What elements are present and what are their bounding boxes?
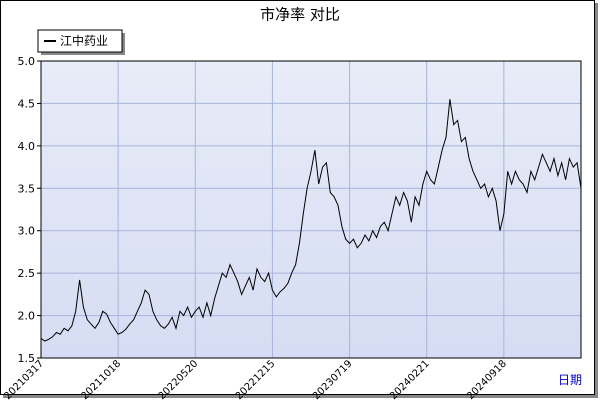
y-tick-label: 3.0 — [18, 225, 36, 238]
y-tick-label: 2.0 — [18, 310, 36, 323]
legend: 江中药业 — [37, 29, 125, 55]
y-tick-label: 1.5 — [18, 352, 36, 365]
legend-box — [37, 29, 123, 53]
y-tick-label: 5.0 — [18, 55, 36, 68]
y-tick-label: 3.5 — [18, 182, 36, 195]
series-line — [40, 99, 582, 342]
y-tick-label: 4.5 — [18, 97, 36, 110]
chart-title: 市净率 对比 — [260, 6, 340, 24]
y-tick-label: 2.5 — [18, 267, 36, 280]
plot-area — [41, 61, 581, 358]
plot-border — [40, 60, 582, 359]
y-tick-label: 4.0 — [18, 140, 36, 153]
legend-label: 江中药业 — [60, 33, 108, 48]
x-axis-label: 日期 — [558, 373, 582, 387]
